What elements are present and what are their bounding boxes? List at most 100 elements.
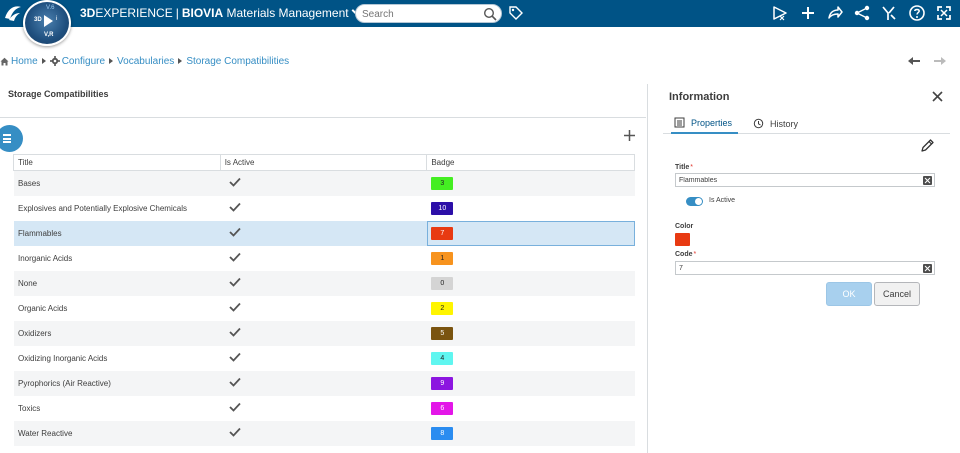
table-row[interactable]: None 0 xyxy=(13,270,635,296)
row-title[interactable]: Pyrophorics (Air Reactive) xyxy=(13,370,221,396)
row-badge-cell[interactable]: 7 xyxy=(426,220,635,246)
is-active-toggle[interactable] xyxy=(686,197,703,206)
table-row[interactable]: Bases 3 xyxy=(13,170,635,196)
table-row[interactable]: Organic Acids 2 xyxy=(13,295,635,321)
row-is-active xyxy=(220,170,427,196)
checkmark-icon xyxy=(229,252,241,262)
table-row[interactable]: Flammables 7 xyxy=(13,220,635,246)
home-icon[interactable] xyxy=(0,57,9,66)
row-title[interactable]: Organic Acids xyxy=(13,295,221,321)
code-field[interactable] xyxy=(675,261,935,275)
table-row[interactable]: Explosives and Potentially Explosive Che… xyxy=(13,195,635,221)
tab-history-label: History xyxy=(770,118,799,129)
brand-experience: EXPERIENCE xyxy=(95,6,173,20)
search-field[interactable] xyxy=(355,4,502,23)
row-badge-cell[interactable]: 6 xyxy=(426,395,635,421)
row-badge-cell[interactable]: 0 xyxy=(426,270,635,296)
app-brand[interactable]: 3DEXPERIENCE | BIOVIA Materials Management xyxy=(80,5,362,21)
row-badge-cell[interactable]: 2 xyxy=(426,295,635,321)
share-arrow-icon[interactable] xyxy=(771,4,789,22)
compass-i-label: i xyxy=(56,16,58,22)
row-badge-cell[interactable]: 9 xyxy=(426,370,635,396)
ok-button[interactable]: OK xyxy=(826,282,872,306)
table-row[interactable]: Inorganic Acids 1 xyxy=(13,245,635,271)
forward-icon[interactable] xyxy=(826,4,844,22)
column-header-is-active[interactable]: Is Active xyxy=(219,154,428,171)
color-badge: 8 xyxy=(431,426,454,440)
row-title[interactable]: Toxics xyxy=(13,395,221,421)
column-header-title[interactable]: Title xyxy=(13,154,221,171)
breadcrumb-configure[interactable]: Configure xyxy=(61,55,106,67)
properties-icon xyxy=(674,117,685,128)
fullscreen-icon[interactable] xyxy=(935,4,953,22)
vocabulary-table: Title Is Active Badge Bases 3 Explosives a… xyxy=(13,154,635,446)
checkmark-icon xyxy=(229,352,241,362)
compass-top-label: V.6 xyxy=(46,5,55,11)
table-row[interactable]: Pyrophorics (Air Reactive) 9 xyxy=(13,370,635,396)
add-item-button[interactable] xyxy=(623,129,636,142)
row-is-active xyxy=(220,220,427,246)
row-title[interactable]: None xyxy=(13,270,221,296)
tools-icon[interactable] xyxy=(880,4,898,22)
breadcrumb-vocabularies[interactable]: Vocabularies xyxy=(117,55,175,67)
row-badge-cell[interactable]: 5 xyxy=(426,320,635,346)
top-bar: 3DEXPERIENCE | BIOVIA Materials Management xyxy=(0,0,960,27)
tag-icon[interactable] xyxy=(508,5,524,21)
breadcrumb-home[interactable]: Home xyxy=(11,55,38,67)
forward-arrow-icon[interactable] xyxy=(934,56,946,66)
row-title[interactable]: Oxidizers xyxy=(13,320,221,346)
page-title: Storage Compatibilities xyxy=(8,89,109,99)
row-title[interactable]: Explosives and Potentially Explosive Che… xyxy=(13,195,221,221)
row-is-active xyxy=(220,245,427,271)
table-row[interactable]: Oxidizers 5 xyxy=(13,320,635,346)
title-input[interactable] xyxy=(679,175,919,186)
color-swatch[interactable] xyxy=(675,233,690,246)
title-field[interactable] xyxy=(675,173,935,187)
row-title[interactable]: Water Reactive xyxy=(13,420,221,446)
tab-properties[interactable]: Properties xyxy=(671,113,738,134)
search-input[interactable] xyxy=(362,7,477,21)
row-title[interactable]: Inorganic Acids xyxy=(13,245,221,271)
search-icon[interactable] xyxy=(483,7,497,21)
table-row[interactable]: Toxics 6 xyxy=(13,395,635,421)
clear-code-icon[interactable] xyxy=(923,264,932,273)
row-title[interactable]: Flammables xyxy=(13,220,221,246)
color-badge: 0 xyxy=(431,276,454,290)
breadcrumb-current[interactable]: Storage Compatibilities xyxy=(186,55,290,67)
checkmark-icon xyxy=(229,427,241,437)
checkmark-icon xyxy=(229,327,241,337)
row-badge-cell[interactable]: 1 xyxy=(426,245,635,271)
close-icon[interactable] xyxy=(932,91,943,102)
help-icon[interactable] xyxy=(908,4,926,22)
row-badge-cell[interactable]: 10 xyxy=(426,195,635,221)
color-badge: 6 xyxy=(431,401,454,415)
table-row[interactable]: Water Reactive 8 xyxy=(13,420,635,446)
network-share-icon[interactable] xyxy=(853,4,871,22)
row-is-active xyxy=(220,345,427,371)
back-arrow-icon[interactable] xyxy=(908,56,920,66)
row-is-active xyxy=(220,370,427,396)
checkmark-icon xyxy=(229,227,241,237)
cancel-button[interactable]: Cancel xyxy=(874,282,920,306)
code-input[interactable] xyxy=(679,263,919,274)
row-title[interactable]: Bases xyxy=(13,170,221,196)
clear-title-icon[interactable] xyxy=(923,176,932,185)
info-tabs: Properties History xyxy=(663,109,950,134)
compass-widget[interactable]: V.6 3D i V,R xyxy=(23,0,71,46)
plus-icon[interactable] xyxy=(799,4,817,22)
column-header-badge[interactable]: Badge xyxy=(426,154,635,171)
checkmark-icon xyxy=(229,377,241,387)
checkmark-icon xyxy=(229,402,241,412)
row-is-active xyxy=(220,420,427,446)
play-icon xyxy=(44,15,53,27)
row-badge-cell[interactable]: 4 xyxy=(426,345,635,371)
menu-icon-line xyxy=(3,141,11,143)
pencil-icon[interactable] xyxy=(920,138,935,153)
row-badge-cell[interactable]: 3 xyxy=(426,170,635,196)
tab-history[interactable]: History xyxy=(753,113,798,134)
row-title[interactable]: Oxidizing Inorganic Acids xyxy=(13,345,221,371)
ds-logo-icon[interactable] xyxy=(3,4,23,22)
table-row[interactable]: Oxidizing Inorganic Acids 4 xyxy=(13,345,635,371)
row-badge-cell[interactable]: 8 xyxy=(426,420,635,446)
menu-button[interactable] xyxy=(0,125,23,152)
